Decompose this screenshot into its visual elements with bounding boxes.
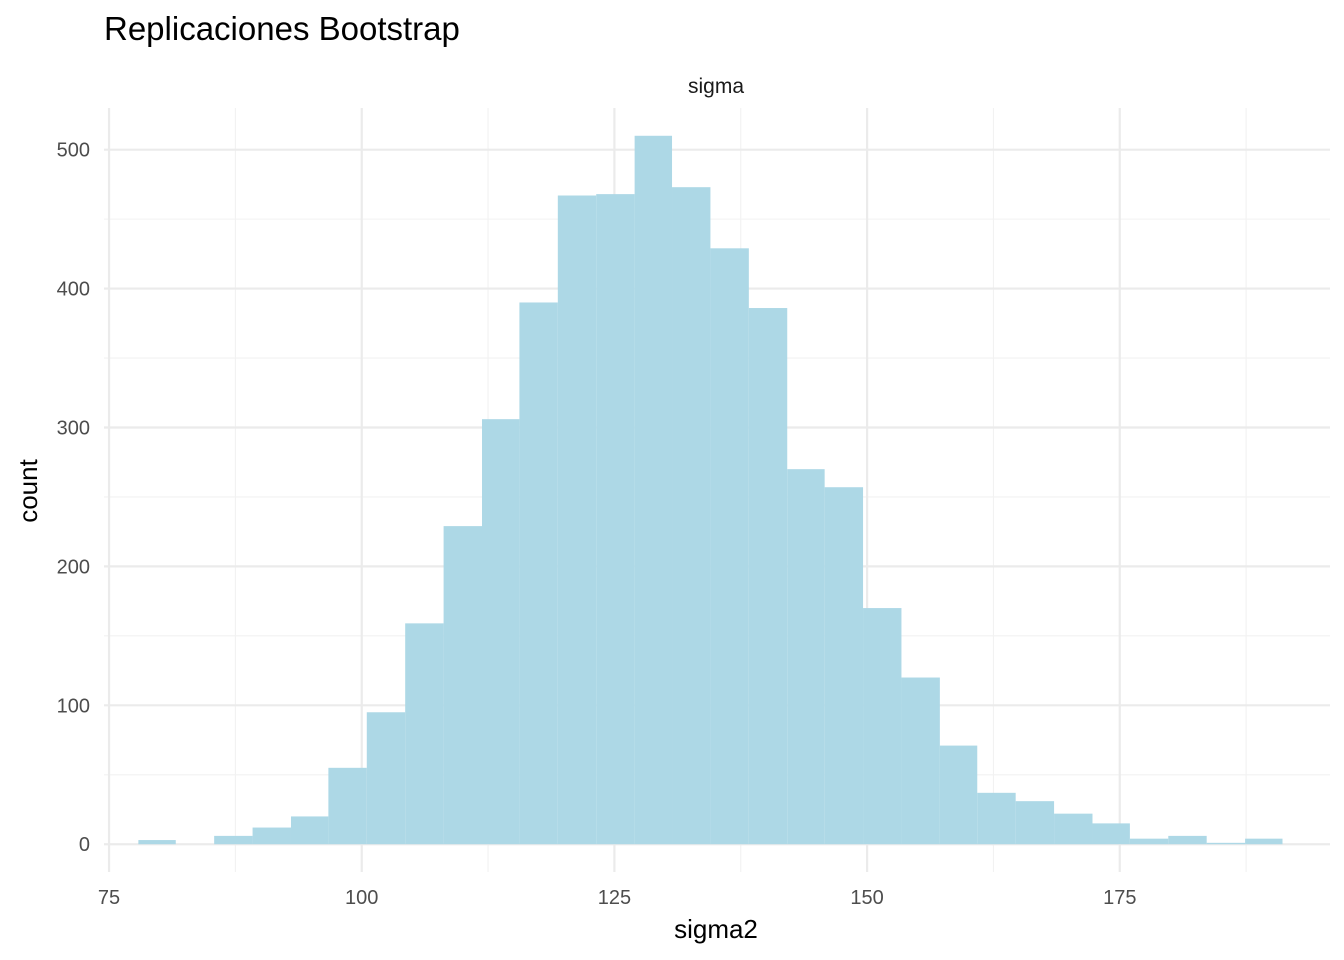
- histogram-bar: [482, 419, 520, 845]
- histogram-bar: [863, 608, 902, 845]
- chart-title: Replicaciones Bootstrap: [104, 10, 460, 47]
- x-axis-ticks: 75 100 125 150 175: [98, 887, 1137, 909]
- histogram-bars: [138, 135, 1283, 845]
- x-tick-label: 125: [598, 887, 631, 909]
- histogram-bar: [519, 302, 558, 845]
- histogram-bar: [824, 487, 864, 845]
- y-tick-label: 0: [79, 834, 90, 856]
- y-tick-label: 200: [57, 556, 90, 578]
- histogram-bar: [634, 135, 673, 845]
- facet-strip-label: sigma: [688, 75, 744, 98]
- x-tick-label: 175: [1103, 887, 1136, 909]
- histogram-bar: [290, 816, 329, 845]
- x-tick-label: 150: [850, 887, 883, 909]
- y-tick-label: 300: [57, 417, 90, 439]
- histogram-bar: [748, 308, 788, 845]
- histogram-bar: [939, 745, 978, 845]
- histogram-bar: [252, 827, 291, 845]
- histogram-bar: [1206, 842, 1246, 845]
- histogram-bar: [672, 187, 711, 845]
- histogram-bar: [1092, 823, 1130, 845]
- y-axis-title: count: [13, 458, 43, 522]
- y-tick-label: 100: [57, 695, 90, 717]
- x-tick-label: 100: [345, 887, 378, 909]
- y-tick-label: 500: [57, 140, 90, 162]
- y-tick-label: 400: [57, 279, 90, 301]
- y-axis-ticks: 0 100 200 300 400 500: [57, 140, 90, 857]
- histogram-bar: [1245, 838, 1283, 845]
- histogram-bar: [328, 767, 367, 845]
- x-tick-label: 75: [98, 887, 120, 909]
- histogram-bar: [901, 677, 940, 845]
- histogram-bar: [596, 194, 635, 845]
- histogram-bar: [366, 712, 406, 845]
- x-axis-title: sigma2: [674, 914, 758, 944]
- histogram-bar: [557, 195, 597, 845]
- histogram-bar: [787, 469, 825, 845]
- histogram-bar: [977, 792, 1016, 845]
- histogram-bar: [1015, 801, 1055, 845]
- histogram-bar: [1129, 838, 1169, 845]
- histogram-bar: [138, 840, 176, 845]
- histogram-bar: [214, 835, 253, 845]
- histogram-bar: [1054, 813, 1093, 845]
- histogram-bar: [710, 248, 749, 845]
- histogram-bar: [405, 623, 444, 845]
- histogram-bar: [1168, 835, 1207, 845]
- histogram-bar: [443, 526, 483, 845]
